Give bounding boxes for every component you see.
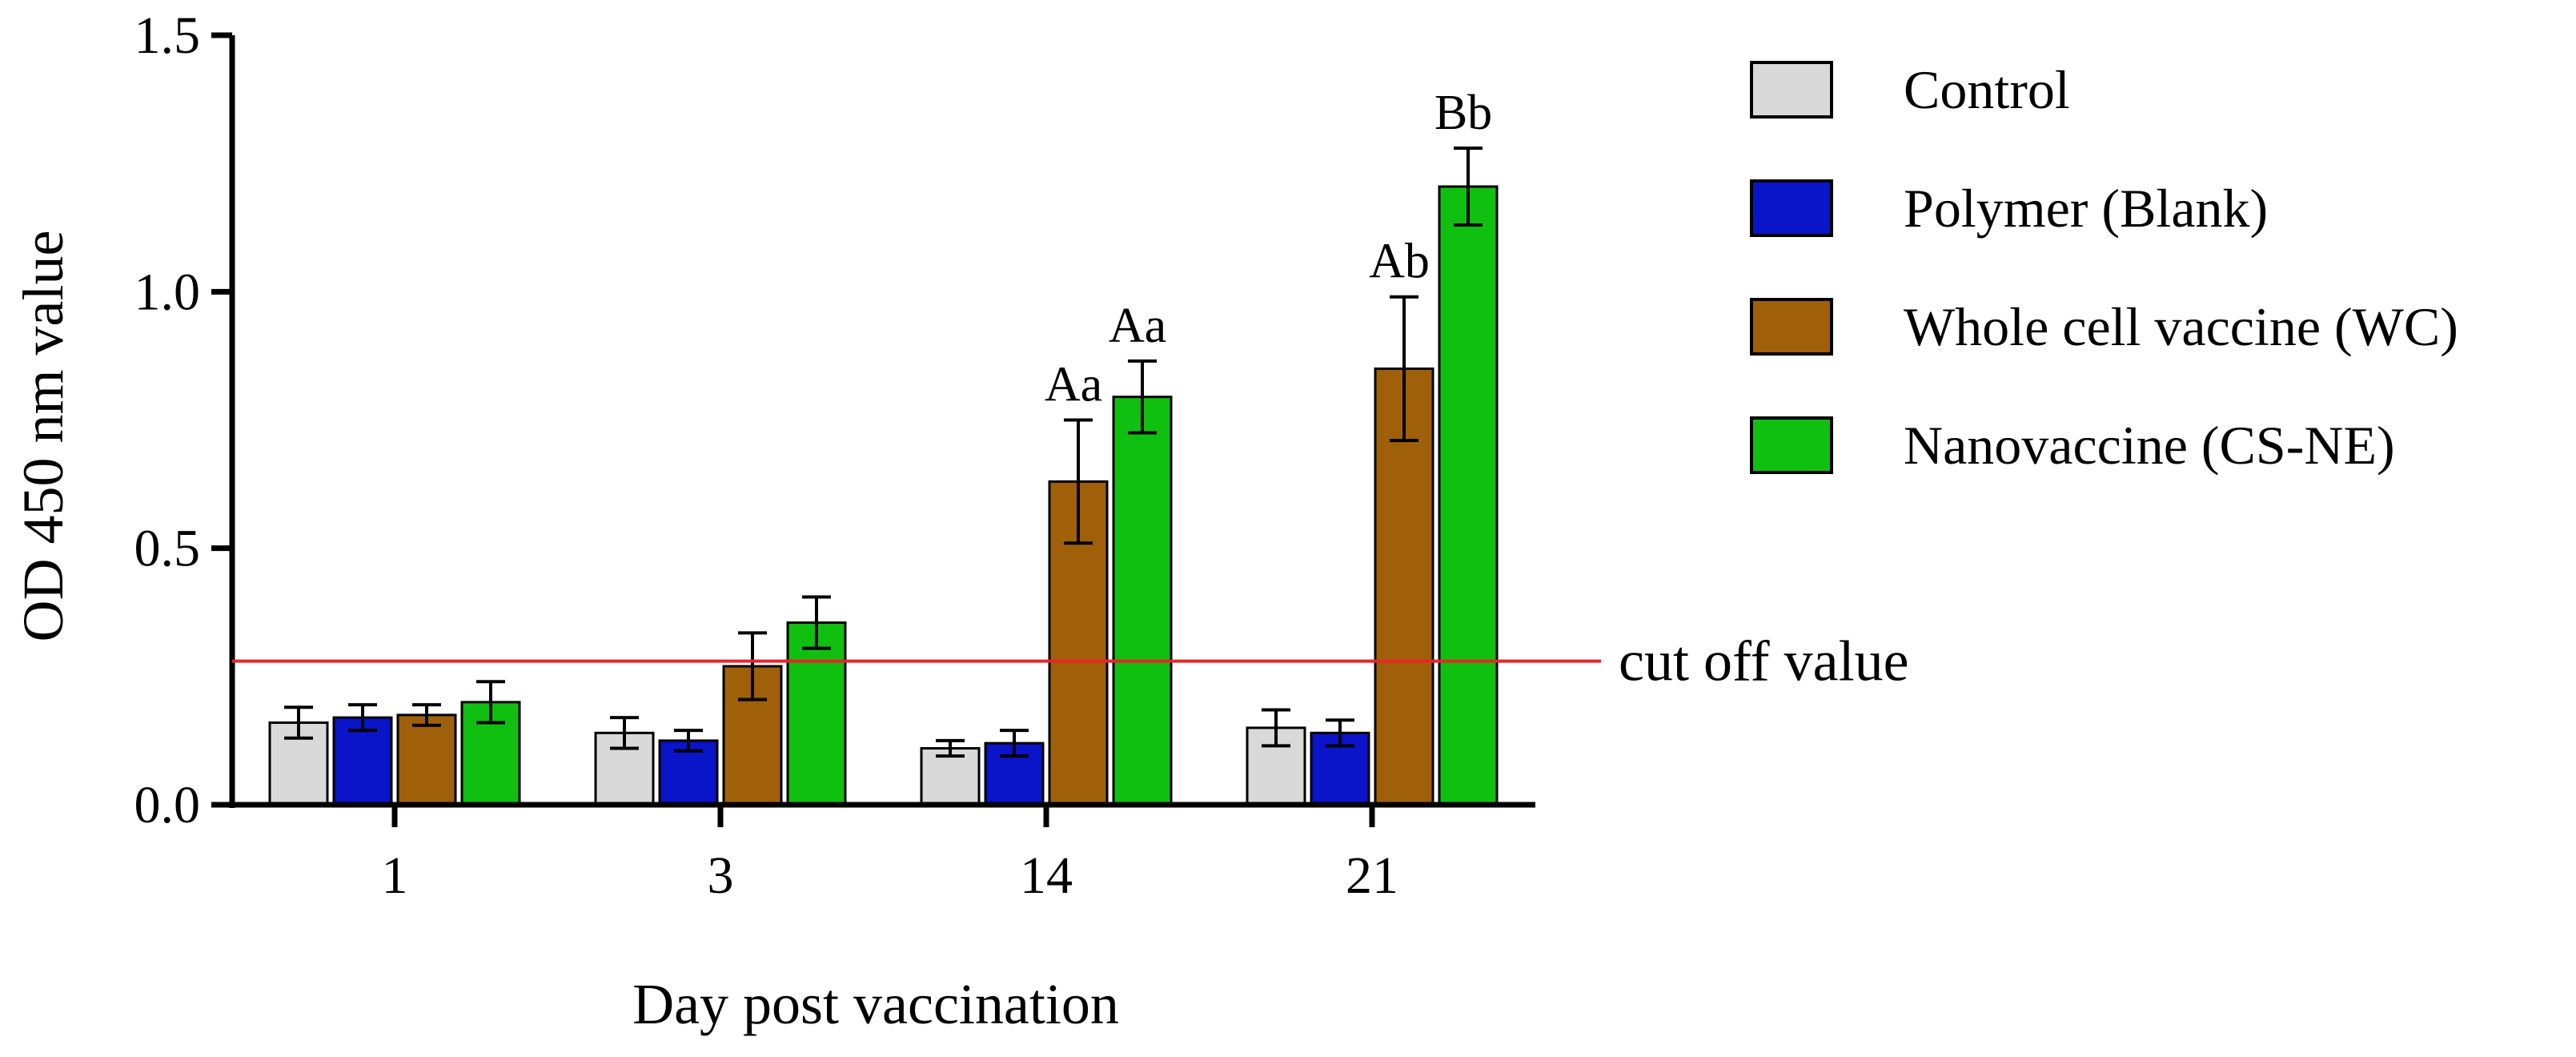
significance-label: Aa bbox=[1045, 358, 1102, 412]
legend-label-whole-cell-vaccine-wc: Whole cell vaccine (WC) bbox=[1904, 296, 2458, 357]
legend-label-control: Control bbox=[1904, 59, 2070, 120]
significance-label: Aa bbox=[1109, 299, 1166, 353]
y-axis-title: OD 450 nm value bbox=[11, 231, 75, 642]
axes: 0.0 0.5 1.0 1.5 1 3 14 21 bbox=[134, 6, 1535, 905]
legend-swatch-control bbox=[1750, 61, 1833, 119]
x-tick-label: 1 bbox=[382, 846, 408, 905]
y-tick-label: 1.0 bbox=[134, 263, 201, 321]
legend: Control Polymer (Blank) Whole cell vaccine… bbox=[1750, 59, 2458, 476]
legend-swatch-polymer-blank bbox=[1750, 179, 1833, 237]
bar-nanovaccine-cs-ne-day-3 bbox=[786, 621, 847, 806]
x-tick-label: 3 bbox=[708, 846, 734, 905]
y-tick-label: 1.5 bbox=[134, 6, 201, 65]
bar-nanovaccine-cs-ne-day-21 bbox=[1438, 185, 1499, 806]
bar-whole-cell-vaccine-wc-day-1 bbox=[396, 713, 457, 806]
legend-swatch-nanovaccine-cs-ne bbox=[1750, 416, 1833, 474]
y-tick-label: 0.5 bbox=[134, 520, 201, 578]
y-tick-label: 0.0 bbox=[134, 776, 201, 834]
bar-control-day-14 bbox=[920, 747, 981, 806]
cutoff-label: cut off value bbox=[1619, 629, 1909, 693]
significance-label: Ab bbox=[1369, 235, 1430, 289]
legend-label-polymer-blank: Polymer (Blank) bbox=[1904, 178, 2268, 239]
bars bbox=[268, 146, 1499, 806]
x-tick-label: 21 bbox=[1346, 846, 1398, 905]
x-tick-label: 14 bbox=[1020, 846, 1073, 905]
legend-swatch-whole-cell-vaccine-wc bbox=[1750, 298, 1833, 356]
bar-nanovaccine-cs-ne-day-14 bbox=[1112, 396, 1173, 806]
legend-label-nanovaccine-cs-ne: Nanovaccine (CS-NE) bbox=[1904, 415, 2395, 476]
x-axis-title: Day post vaccination bbox=[632, 972, 1119, 1036]
significance-label: Bb bbox=[1434, 86, 1492, 140]
